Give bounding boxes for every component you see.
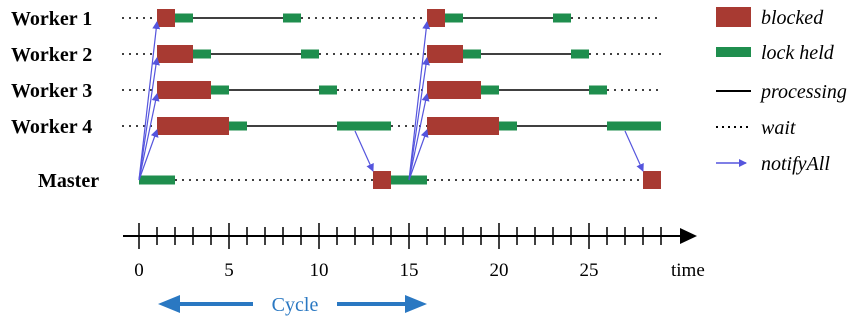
axis-tick-label-5: 5 [224, 260, 234, 281]
row-label-worker-1: Worker 1 [11, 8, 92, 30]
segment-w2-blocked-0 [157, 45, 193, 63]
segment-w4-blocked-5 [427, 117, 499, 135]
segment-m-blocked-2 [373, 171, 391, 189]
cycle-right-arrowhead [405, 295, 427, 313]
legend-notify-all-label: notifyAll [761, 153, 830, 175]
axis-unit-label: time [671, 260, 705, 281]
segment-w3-lock-8 [589, 85, 607, 95]
notify-arrow-0 [138, 21, 161, 181]
cycle-indicator: Cycle [158, 294, 427, 316]
notify-arrow-9 [624, 130, 644, 172]
segment-w4-blocked-0 [157, 117, 229, 135]
axis-tick-label-25: 25 [580, 260, 599, 281]
legend-wait-label: wait [761, 117, 796, 139]
notify-arrow-7 [408, 129, 429, 181]
segment-w3-blocked-5 [427, 81, 481, 99]
row-label-worker-4: Worker 4 [11, 116, 92, 138]
segment-w1-blocked-5 [427, 9, 445, 27]
notify-arrow-1 [138, 57, 160, 181]
segment-m-lock-0 [139, 175, 175, 185]
segment-w3-lock-1 [211, 85, 229, 95]
axis-ticks: 0 5 10 15 20 25 [134, 223, 662, 281]
legend-processing-label: processing [759, 81, 847, 103]
axis-tick-label-20: 20 [490, 260, 509, 281]
segment-w2-lock-1 [193, 49, 211, 59]
segment-w1-blocked-0 [157, 9, 175, 27]
notify-arrow-3 [138, 129, 159, 181]
segment-w4-lock-8 [607, 121, 661, 131]
legend-blocked-swatch [716, 7, 751, 27]
cycle-label: Cycle [272, 294, 319, 316]
legend-blocked-label: blocked [761, 7, 824, 29]
segment-w2-blocked-5 [427, 45, 463, 63]
segment-w1-lock-6 [445, 13, 463, 23]
cycle-left-arrowhead [158, 295, 180, 313]
legend-lock-held-swatch [716, 47, 751, 57]
notify-arrow-6 [408, 93, 430, 181]
row-label-worker-3: Worker 3 [11, 80, 92, 102]
timeline-segments [122, 9, 661, 189]
notify-arrow-5 [408, 57, 430, 181]
segment-w3-lock-6 [481, 85, 499, 95]
notify-arrow-2 [138, 93, 160, 181]
segment-w3-lock-3 [319, 85, 337, 95]
notify-arrow-8 [354, 130, 374, 172]
notify-arrows [138, 21, 644, 181]
segment-w1-lock-1 [175, 13, 193, 23]
notify-arrow-4 [408, 21, 431, 181]
axis-arrowhead [680, 228, 697, 244]
legend-lock-held-label: lock held [761, 42, 835, 64]
segment-w4-lock-3 [337, 121, 391, 131]
axis-tick-label-10: 10 [310, 260, 329, 281]
segment-w2-lock-8 [571, 49, 589, 59]
segment-w4-lock-6 [499, 121, 517, 131]
segment-w1-lock-3 [283, 13, 301, 23]
segment-w4-lock-1 [229, 121, 247, 131]
segment-w1-lock-8 [553, 13, 571, 23]
legend: blocked lock held processing wait notify… [716, 7, 847, 175]
row-label-worker-2: Worker 2 [11, 44, 92, 66]
axis-tick-label-0: 0 [134, 260, 144, 281]
time-axis: 0 5 10 15 20 25 time [123, 223, 705, 281]
axis-tick-label-15: 15 [400, 260, 419, 281]
segment-m-blocked-5 [643, 171, 661, 189]
row-label-master: Master [38, 170, 99, 192]
segment-w2-lock-3 [301, 49, 319, 59]
segment-w2-lock-6 [463, 49, 481, 59]
segment-w3-blocked-0 [157, 81, 211, 99]
